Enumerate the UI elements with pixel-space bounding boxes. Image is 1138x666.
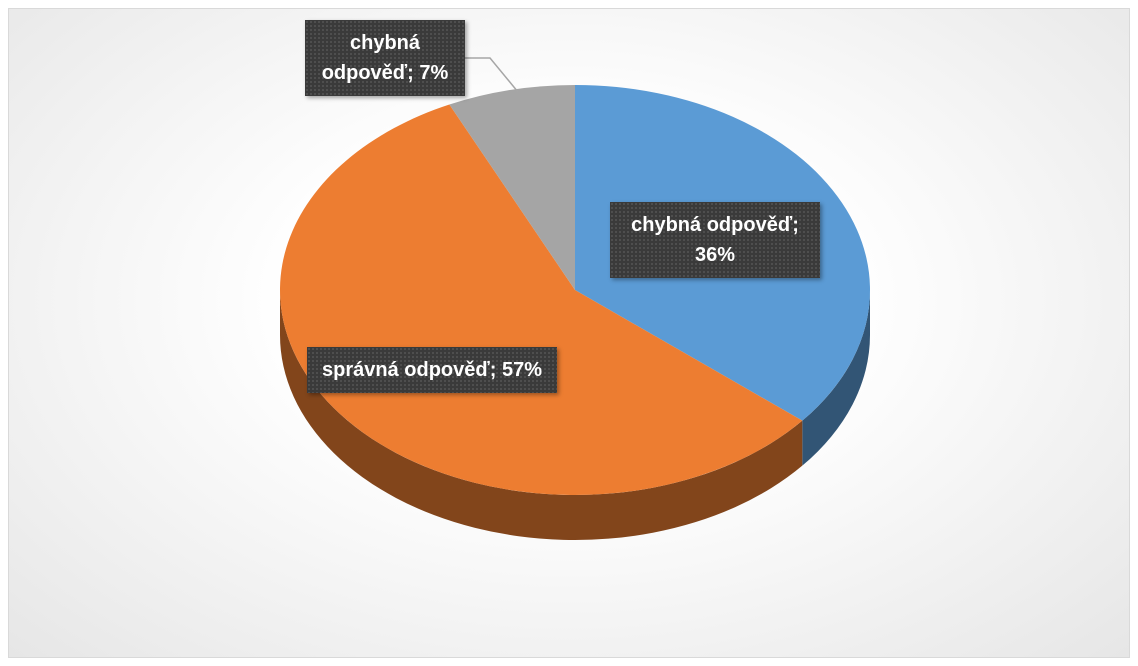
slice	[279, 104, 803, 496]
data-label: chybná odpověď; 36%	[610, 202, 820, 278]
leader-line	[465, 57, 519, 93]
data-label: chybná odpověď; 7%	[305, 20, 465, 96]
slice	[449, 85, 575, 290]
slice-side	[802, 290, 870, 466]
slice-side	[280, 290, 803, 540]
data-label: správná odpověď; 57%	[307, 347, 557, 393]
